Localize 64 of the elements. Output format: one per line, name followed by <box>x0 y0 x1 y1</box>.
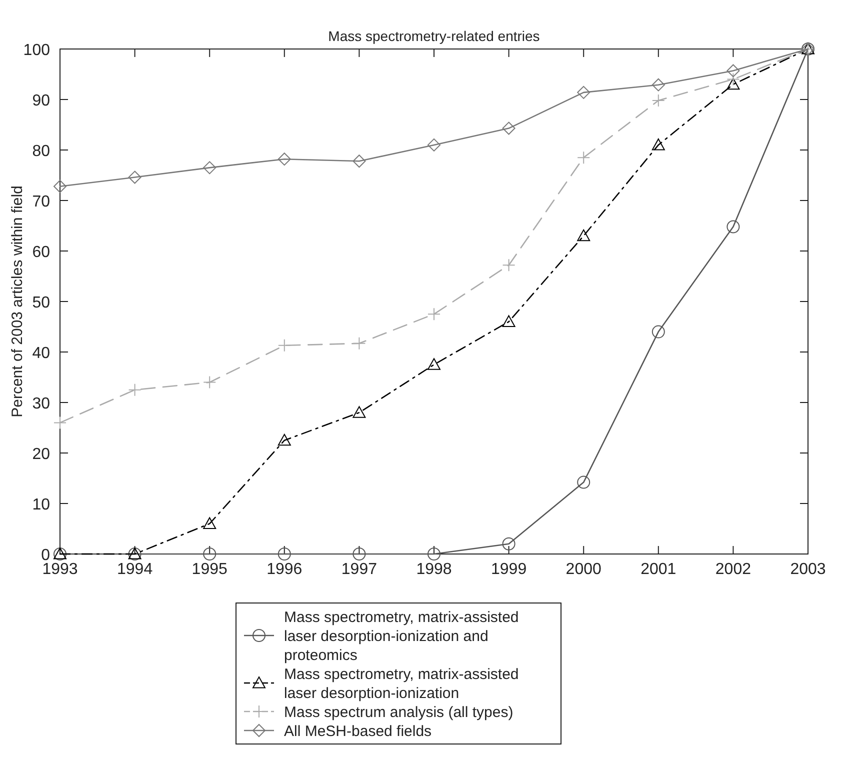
y-tick-label: 20 <box>32 446 50 463</box>
x-tick-label: 1994 <box>117 561 153 578</box>
point <box>352 154 366 168</box>
x-tick-label: 1997 <box>341 561 378 578</box>
y-tick-label: 100 <box>23 42 50 59</box>
x-tick-label: 1998 <box>416 561 452 578</box>
point <box>652 138 665 150</box>
point <box>54 416 66 430</box>
point <box>502 315 516 327</box>
point <box>203 161 216 174</box>
point <box>577 151 590 164</box>
x-tick-label: 1999 <box>491 561 527 578</box>
point <box>278 152 291 166</box>
point <box>203 517 216 529</box>
y-tick-label: 90 <box>32 92 50 110</box>
point <box>502 122 516 135</box>
point <box>203 548 216 560</box>
chart-title: Mass spectrometry-related entries <box>328 28 540 44</box>
point <box>726 72 740 86</box>
x-tick-label: 2002 <box>715 561 752 578</box>
point <box>352 406 366 418</box>
point <box>577 229 590 242</box>
y-tick-label: 30 <box>32 396 50 412</box>
point <box>577 86 590 99</box>
y-tick-label: 0 <box>41 547 50 564</box>
y-tick-label: 70 <box>32 194 50 210</box>
point <box>652 78 665 92</box>
legend-label: All MeSH-based fields <box>284 723 432 740</box>
legend-label: Mass spectrometry, matrix-assisted laser desorption-ionization and proteomics <box>284 609 519 664</box>
x-tick-label: 2003 <box>790 561 826 578</box>
point <box>128 170 142 184</box>
y-tick-label: 40 <box>32 345 50 362</box>
x-tick-label: 1996 <box>266 561 302 578</box>
x-tick-label: 2001 <box>640 561 676 578</box>
x-tick-label: 1993 <box>42 561 78 578</box>
point <box>352 548 366 560</box>
y-tick-label: 60 <box>32 244 50 261</box>
point <box>203 376 216 389</box>
legend-label: Mass spectrum analysis (all types) <box>284 704 514 721</box>
point <box>726 220 740 234</box>
y-tick-label: 80 <box>32 143 50 160</box>
point <box>128 383 142 396</box>
x-tick-label: 2000 <box>566 561 602 578</box>
point <box>428 138 440 152</box>
point <box>652 94 665 108</box>
point <box>726 64 740 78</box>
point <box>726 78 740 90</box>
point <box>278 338 291 352</box>
point <box>54 180 66 193</box>
point <box>652 325 665 338</box>
y-axis-title: Percent of 2003 articles within field <box>9 186 26 418</box>
point <box>278 548 291 560</box>
y-tick-label: 10 <box>32 496 50 514</box>
point <box>278 434 291 446</box>
point <box>428 308 440 321</box>
point <box>352 336 366 350</box>
point <box>502 258 516 272</box>
point <box>502 537 516 550</box>
point <box>577 476 590 489</box>
point <box>428 358 440 370</box>
point <box>428 548 440 560</box>
y-tick-label: 50 <box>32 294 50 312</box>
x-tick-label: 1995 <box>192 561 228 578</box>
legend-label: Mass spectrometry, matrix-assisted laser desorption-ionization <box>284 666 519 702</box>
